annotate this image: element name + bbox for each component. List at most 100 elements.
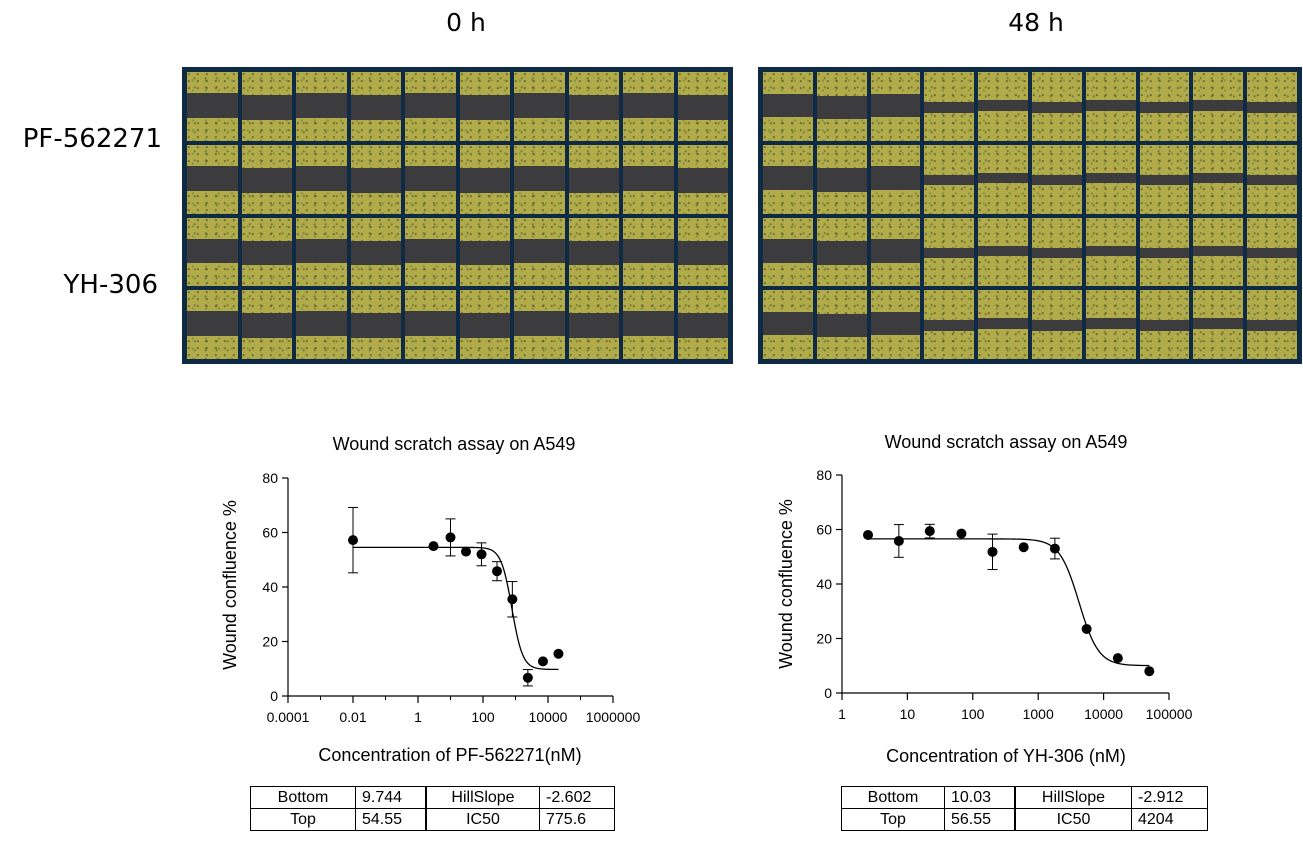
fit-curve: [353, 546, 559, 671]
scratch-gap: [677, 167, 728, 193]
scratch-gap: [978, 245, 1028, 257]
well-image: [187, 290, 238, 359]
well-image: [350, 290, 401, 359]
chart-title: Wound scratch assay on A549: [885, 432, 1128, 452]
scratch-gap: [568, 240, 619, 266]
x-axis-label: Concentration of YH-306 (nM): [886, 746, 1126, 766]
scratch-gap: [1085, 245, 1136, 257]
data-point: [492, 566, 503, 577]
well-image: [763, 290, 813, 359]
well-image: [296, 290, 347, 359]
table-row: Top 54.55 IC50 775.6: [250, 808, 615, 831]
well-image: [924, 290, 975, 359]
scratch-gap: [187, 311, 238, 336]
scratch-gap: [763, 311, 813, 336]
y-tick-label: 0: [824, 685, 832, 701]
scratch-gap: [677, 95, 728, 120]
scratch-gap: [514, 165, 565, 191]
well-image: [623, 217, 674, 287]
well-image: [1247, 144, 1297, 214]
scratch-gap: [459, 95, 510, 120]
well-image: [350, 72, 401, 141]
scratch-gap: [1032, 174, 1082, 186]
scratch-gap: [623, 238, 674, 264]
well-image: [677, 144, 728, 214]
well-image: [677, 290, 728, 359]
scratch-gap: [459, 240, 510, 266]
data-point: [348, 535, 358, 546]
well-image: [623, 144, 674, 214]
well-image: [1139, 72, 1190, 141]
scratch-gap: [924, 174, 975, 186]
scratch-gap: [1193, 172, 1244, 184]
scratch-gap: [350, 167, 401, 193]
scratch-gap: [623, 93, 674, 118]
data-point: [1018, 542, 1029, 553]
scratch-image-panel-0h: [182, 67, 733, 364]
table-row: Bottom 9.744 HillSlope -2.602: [250, 786, 615, 809]
scratch-gap: [978, 318, 1028, 329]
well-image: [763, 72, 813, 141]
scratch-gap: [677, 313, 728, 338]
scratch-gap: [1139, 247, 1190, 259]
well-image: [1139, 144, 1190, 214]
x-tick-label: 0.0001: [267, 709, 310, 725]
scratch-gap: [623, 165, 674, 191]
well-image: [1247, 217, 1297, 287]
scratch-gap: [870, 239, 921, 263]
chart-yh306: Wound scratch assay on A549 Concentratio…: [776, 432, 1193, 766]
well-image: [1032, 290, 1082, 359]
data-point: [522, 672, 533, 683]
well-image: [187, 217, 238, 287]
well-image: [187, 144, 238, 214]
scratch-gap: [568, 313, 619, 338]
well-image: [1193, 290, 1244, 359]
scratch-gap: [241, 240, 292, 266]
scratch-gap: [816, 313, 867, 338]
well-image: [1032, 72, 1082, 141]
well-image: [816, 72, 867, 141]
scratch-gap: [405, 93, 456, 118]
well-image: [514, 217, 565, 287]
scratch-gap: [296, 165, 347, 191]
scratch-gap: [241, 313, 292, 338]
well-image: [1193, 217, 1244, 287]
well-image: [677, 72, 728, 141]
well-image: [816, 290, 867, 359]
x-tick-label: 10000: [1084, 706, 1123, 722]
well-image: [296, 144, 347, 214]
scratch-gap: [568, 95, 619, 120]
x-axis-label: Concentration of PF-562271(nM): [318, 745, 581, 765]
data-point: [893, 535, 904, 546]
scratch-gap: [1139, 320, 1190, 331]
well-image: [568, 72, 619, 141]
scratch-gap: [350, 313, 401, 338]
well-image: [514, 290, 565, 359]
scratch-gap: [816, 168, 867, 192]
well-image: [623, 72, 674, 141]
scratch-gap: [1247, 247, 1297, 259]
param-value: -2.602: [539, 786, 615, 809]
y-tick-label: 0: [270, 688, 278, 704]
y-tick-label: 60: [816, 522, 832, 538]
scratch-gap: [459, 167, 510, 193]
well-image: [241, 217, 292, 287]
scratch-gap: [978, 172, 1028, 184]
param-value: 9.744: [355, 786, 427, 809]
data-point: [461, 546, 472, 557]
scratch-gap: [763, 239, 813, 263]
well-image: [978, 290, 1028, 359]
well-image: [568, 290, 619, 359]
well-image: [763, 217, 813, 287]
well-image: [1193, 72, 1244, 141]
scratch-gap: [405, 311, 456, 336]
well-image: [241, 72, 292, 141]
scratch-gap: [1085, 318, 1136, 329]
data-point: [863, 529, 874, 540]
well-image: [568, 144, 619, 214]
well-image: [870, 72, 921, 141]
well-image: [1085, 217, 1136, 287]
scratch-gap: [677, 240, 728, 266]
scratch-gap: [241, 95, 292, 120]
param-name: HillSlope: [1014, 786, 1132, 809]
